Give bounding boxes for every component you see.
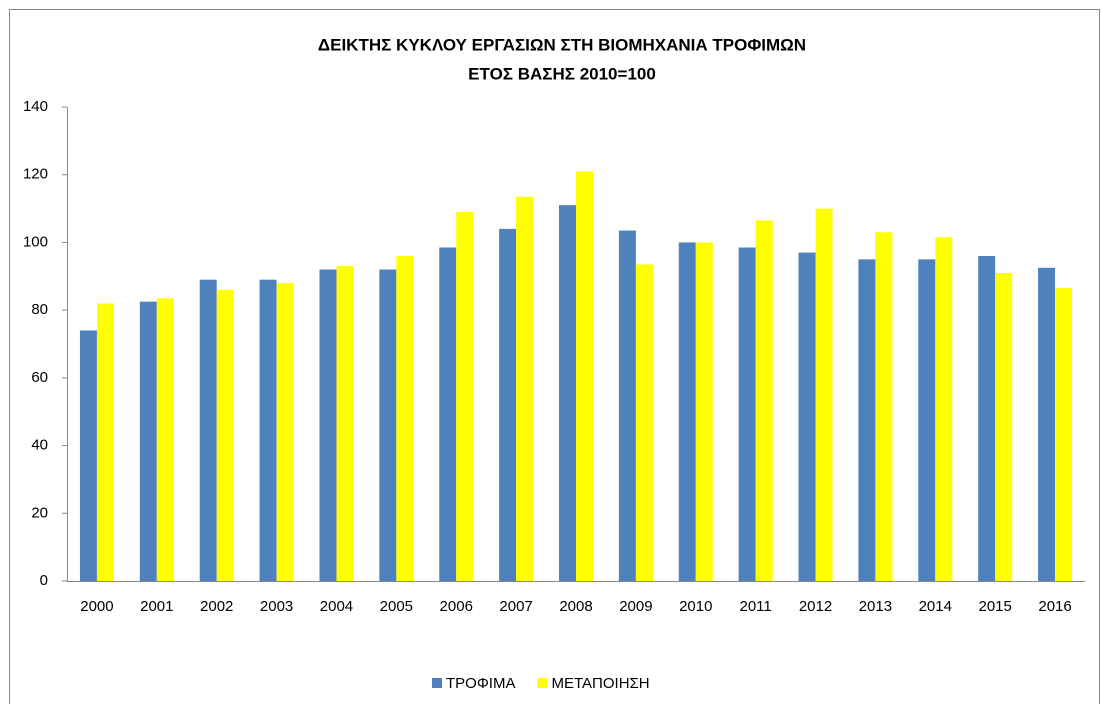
bar (199, 279, 217, 581)
y-tick-label: 100 (23, 233, 48, 250)
x-tick-label: 2008 (559, 598, 592, 615)
bar (216, 289, 234, 581)
x-tick-label: 2006 (440, 598, 473, 615)
legend-label: ΤΡΟΦΙΜΑ (446, 675, 515, 692)
bar (396, 255, 414, 581)
legend-swatch (432, 678, 442, 688)
bar (1055, 288, 1073, 581)
bar (875, 232, 893, 581)
bar (79, 330, 97, 581)
x-tick-label: 2016 (1038, 598, 1071, 615)
x-tick-label: 2012 (799, 598, 832, 615)
bar (336, 266, 354, 581)
x-tick-label: 2005 (380, 598, 413, 615)
x-tick-label: 2011 (740, 598, 772, 615)
bar (259, 279, 277, 581)
x-tick-label: 2010 (679, 598, 712, 615)
bar (798, 252, 816, 582)
legend-swatch (537, 678, 548, 688)
bar (439, 247, 457, 581)
bar (1038, 267, 1056, 581)
x-tick-label: 2009 (619, 598, 652, 615)
bar (276, 283, 294, 581)
bar (559, 205, 576, 581)
bar (678, 242, 696, 581)
x-tick-label: 2000 (80, 598, 113, 615)
chart-subtitle: ΕΤΟΣ ΒΑΣΗΣ 2010=100 (468, 64, 656, 83)
y-tick-label: 140 (23, 98, 48, 115)
bar (516, 196, 534, 581)
bar (635, 264, 653, 581)
chart-border (9, 9, 1100, 704)
bar (156, 298, 174, 581)
bar (456, 211, 474, 581)
bar (139, 301, 157, 581)
bar (618, 230, 636, 582)
bar (918, 259, 936, 581)
x-tick-label: 2007 (499, 598, 532, 615)
y-tick-label: 120 (23, 166, 48, 183)
bar (319, 269, 337, 581)
bar (576, 171, 593, 582)
y-tick-label: 60 (31, 369, 48, 386)
x-tick-label: 2014 (919, 598, 952, 615)
bar (858, 259, 876, 581)
y-tick-label: 40 (31, 437, 48, 454)
bar (995, 272, 1013, 581)
bar (815, 208, 833, 582)
y-tick-label: 0 (40, 572, 48, 589)
bar (738, 247, 756, 581)
bar (695, 242, 713, 581)
bar (96, 303, 114, 581)
legend-label: ΜΕΤΑΠΟΙΗΣΗ (551, 675, 649, 692)
y-tick-label: 20 (31, 504, 48, 521)
bar (935, 237, 953, 581)
bar (379, 269, 397, 581)
x-tick-label: 2004 (320, 598, 353, 615)
bar (755, 220, 773, 581)
bar (978, 255, 996, 581)
x-tick-label: 2003 (260, 598, 293, 615)
y-tick-label: 80 (31, 301, 48, 318)
x-tick-label: 2001 (140, 598, 173, 615)
chart-title: ΔΕΙΚΤΗΣ ΚΥΚΛΟΥ ΕΡΓΑΣΙΩΝ ΣΤΗ ΒΙΟΜΗΧΑΝΙΑ Τ… (318, 35, 806, 54)
bar (499, 228, 517, 581)
x-tick-label: 2002 (200, 598, 233, 615)
x-tick-label: 2015 (978, 598, 1011, 615)
x-tick-label: 2013 (859, 598, 892, 615)
